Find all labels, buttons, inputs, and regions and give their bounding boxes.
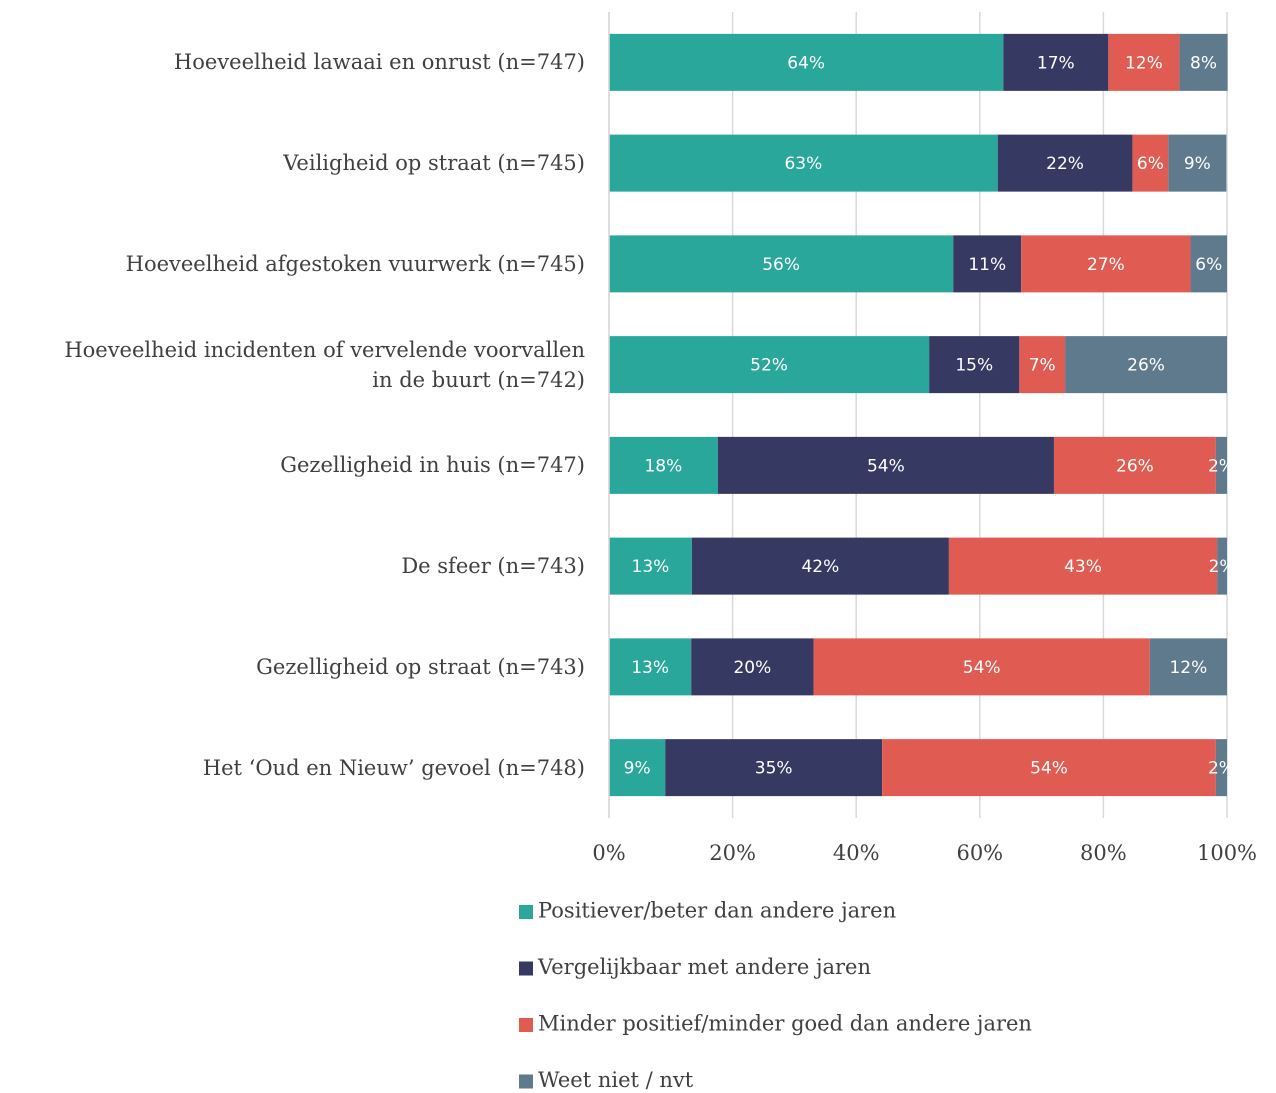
category-label: Veiligheid op straat (n=745)	[283, 151, 585, 176]
data-label: 2%	[1209, 557, 1236, 577]
bar-segment	[1190, 235, 1227, 293]
bar-segment	[609, 739, 666, 797]
data-label: 42%	[801, 557, 839, 577]
x-tick-label: 0%	[592, 841, 625, 865]
legend-swatch	[519, 961, 533, 976]
data-label: 15%	[955, 356, 993, 376]
category-label: Hoeveelheid afgestoken vuurwerk (n=745)	[125, 251, 585, 276]
bar-segment	[997, 134, 1133, 192]
data-label: 7%	[1029, 356, 1056, 376]
legend-label: Weet niet / nvt	[538, 1068, 694, 1092]
data-label: 22%	[1046, 154, 1084, 174]
legend-label: Positiever/beter dan andere jaren	[538, 899, 896, 923]
x-tick-label: 80%	[1080, 841, 1127, 865]
data-label: 12%	[1125, 53, 1163, 73]
data-label: 56%	[762, 255, 800, 275]
bar-segment	[609, 235, 954, 293]
category-label: De sfeer (n=743)	[401, 554, 585, 579]
data-label: 8%	[1190, 53, 1217, 73]
bar-segment	[1215, 436, 1227, 494]
legend-swatch	[519, 905, 533, 919]
data-label: 63%	[784, 154, 822, 174]
data-label: 35%	[755, 759, 793, 779]
bar-segment	[813, 638, 1150, 696]
bar-segment	[1021, 235, 1191, 293]
bar-segment	[1108, 33, 1180, 91]
bar-segment	[691, 537, 949, 595]
data-label: 9%	[1184, 154, 1211, 174]
data-label: 13%	[632, 557, 670, 577]
bar-segment	[948, 537, 1218, 595]
bar-segment	[609, 638, 692, 696]
category-label: Gezelligheid in huis (n=747)	[280, 453, 585, 478]
data-label: 2%	[1208, 759, 1235, 779]
bar-segment	[609, 336, 930, 394]
data-label: 54%	[867, 456, 905, 476]
bar-segment	[1019, 336, 1066, 394]
bar-segment	[1215, 739, 1227, 797]
bar-segment	[1053, 436, 1216, 494]
bar-segment	[609, 436, 718, 494]
data-label: 2%	[1208, 456, 1235, 476]
data-label: 6%	[1195, 255, 1222, 275]
legend-label: Vergelijkbaar met andere jaren	[537, 955, 871, 979]
data-label: 43%	[1064, 557, 1102, 577]
bar-segment	[1217, 537, 1227, 595]
legend-swatch	[519, 1018, 533, 1032]
x-tick-label: 20%	[709, 841, 756, 865]
data-label: 52%	[750, 356, 788, 376]
bar-segment	[1179, 33, 1228, 91]
legend-label: Minder positief/minder goed dan andere j…	[538, 1012, 1032, 1036]
category-label: Gezelligheid op straat (n=743)	[256, 654, 585, 679]
bar-segment	[953, 235, 1022, 293]
data-label: 26%	[1127, 356, 1165, 376]
bar-segment	[1003, 33, 1109, 91]
x-tick-label: 40%	[833, 841, 880, 865]
data-label: 54%	[1030, 759, 1068, 779]
bar-segment	[609, 33, 1004, 91]
data-label: 6%	[1137, 154, 1164, 174]
bar-segment	[1168, 134, 1227, 192]
bar-segment	[609, 134, 998, 192]
bar-segment	[929, 336, 1020, 394]
category-label: Hoeveelheid incidenten of vervelende voo…	[64, 337, 585, 392]
bar-segment	[1065, 336, 1227, 394]
data-label: 9%	[624, 759, 651, 779]
data-label: 27%	[1087, 255, 1125, 275]
data-label: 54%	[963, 658, 1001, 678]
data-label: 12%	[1169, 658, 1207, 678]
bar-segment	[1149, 638, 1227, 696]
bar-segment	[609, 537, 692, 595]
x-tick-label: 60%	[956, 841, 1003, 865]
legend-swatch	[519, 1074, 533, 1089]
x-tick-label: 100%	[1197, 841, 1257, 865]
data-label: 11%	[968, 255, 1006, 275]
category-label: Het ‘Oud en Nieuw’ gevoel (n=748)	[202, 755, 585, 780]
data-label: 18%	[644, 456, 682, 476]
bar-segment	[665, 739, 883, 797]
bar-segment	[691, 638, 814, 696]
grid	[608, 12, 1228, 818]
data-label: 20%	[733, 658, 771, 678]
data-label: 64%	[787, 53, 825, 73]
bar-segment	[1132, 134, 1169, 192]
data-label: 13%	[631, 658, 669, 678]
bar-segment	[882, 739, 1216, 797]
data-label: 17%	[1037, 53, 1075, 73]
bar-segment	[717, 436, 1054, 494]
category-label: Hoeveelheid lawaai en onrust (n=747)	[173, 50, 585, 75]
data-label: 26%	[1116, 456, 1154, 476]
